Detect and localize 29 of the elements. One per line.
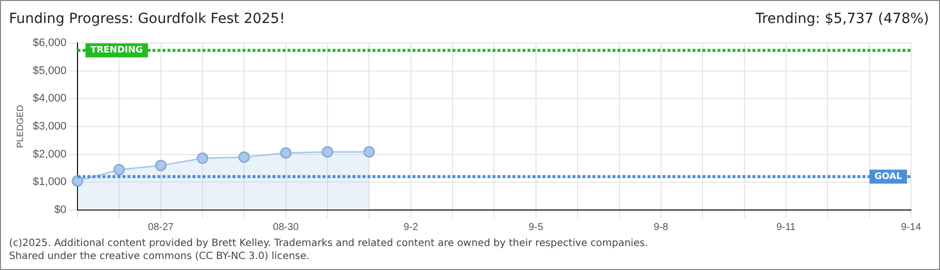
x-tick-label: 9-11: [776, 222, 796, 233]
y-tick-label: $2,000: [32, 148, 66, 160]
y-tick-label: $1,000: [32, 176, 66, 188]
x-tick-label: 08-27: [148, 222, 174, 233]
chart-title: Funding Progress: Gourdfolk Fest 2025!: [9, 11, 285, 27]
point: [238, 151, 250, 163]
text: (c)2025. Additional content provided by Brett Kelley. Trademarks and related content are owned by their respective companies.: [9, 238, 648, 249]
y-tick-label: $0: [54, 204, 66, 216]
ref-line-label: TRENDING: [90, 46, 143, 56]
point: [196, 152, 208, 164]
y-axis-title: PLEDGED: [14, 104, 25, 148]
point: [155, 160, 167, 172]
ref-line-label: GOAL: [874, 172, 902, 182]
point: [113, 164, 125, 176]
point: [72, 175, 84, 187]
x-tick-label: 9-8: [654, 222, 669, 233]
y-tick-label: $6,000: [32, 37, 66, 50]
x-tick-label: 9-2: [404, 222, 419, 233]
point: [322, 146, 334, 158]
y-tick-label: $4,000: [32, 92, 66, 105]
x-tick-label: 08-30: [273, 222, 300, 233]
y-tick-label: $3,000: [32, 120, 66, 133]
text: Trending: $5,737 (478%): [755, 11, 929, 27]
point: [280, 147, 292, 159]
y-tick-label: $5,000: [32, 64, 66, 77]
x-tick-label: 9-14: [900, 222, 922, 233]
point: [363, 146, 375, 158]
x-tick-label: 9-5: [528, 222, 544, 233]
text: Shared under the creative commons (CC BY-NC 3.0) license.: [9, 251, 310, 262]
